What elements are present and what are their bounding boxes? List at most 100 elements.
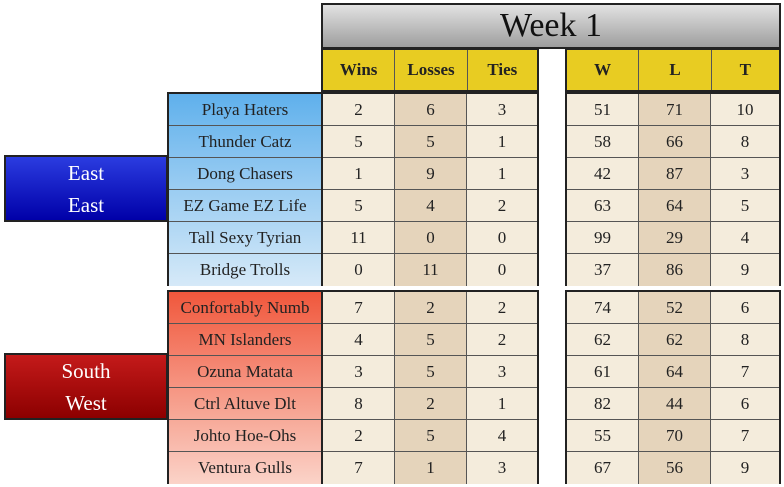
matchup-row: 82 44 6 — [567, 388, 779, 420]
ties-header: Ties — [487, 60, 518, 79]
wins-cell: 5 — [323, 190, 395, 222]
t-cell: 9 — [711, 254, 779, 286]
t-cell: 8 — [711, 324, 779, 356]
t-cell: 10 — [711, 94, 779, 126]
team-name: Thunder Catz — [169, 126, 321, 158]
record-row: 0 11 0 — [323, 254, 537, 286]
l-cell: 29 — [639, 222, 711, 254]
ties-cell: 4 — [467, 420, 537, 452]
wins-cell: 2 — [323, 420, 395, 452]
t-cell: 4 — [711, 222, 779, 254]
division-label-west: South West — [4, 353, 168, 420]
east-record-grid: 2 6 3 5 5 1 1 9 1 5 4 2 11 0 0 0 11 0 — [321, 92, 539, 286]
w-header: W — [567, 50, 640, 90]
matchup-row: 42 87 3 — [567, 158, 779, 190]
matchup-row: 99 29 4 — [567, 222, 779, 254]
l-cell: 66 — [639, 126, 711, 158]
west-team-list: Confortably Numb MN Islanders Ozuna Matata… — [167, 290, 323, 484]
t-cell: 9 — [711, 452, 779, 484]
wins-cell: 4 — [323, 324, 395, 356]
division-label-east: East East — [4, 155, 168, 222]
team-name: Ventura Gulls — [169, 452, 321, 484]
team-name: Dong Chasers — [169, 158, 321, 190]
losses-header: Losses — [395, 50, 468, 90]
wins-cell: 11 — [323, 222, 395, 254]
w-cell: 67 — [567, 452, 639, 484]
l-cell: 70 — [639, 420, 711, 452]
losses-cell: 5 — [395, 356, 467, 388]
division-label-line: East — [67, 160, 105, 185]
wins-cell: 7 — [323, 292, 395, 324]
l-header: L — [639, 50, 712, 90]
team-name: Confortably Numb — [169, 292, 321, 324]
w-cell: 37 — [567, 254, 639, 286]
team-name: Ozuna Matata — [169, 356, 321, 388]
ties-cell: 1 — [467, 126, 537, 158]
l-cell: 86 — [639, 254, 711, 286]
t-cell: 7 — [711, 356, 779, 388]
matchup-row: 74 52 6 — [567, 292, 779, 324]
w-cell: 62 — [567, 324, 639, 356]
losses-cell: 2 — [395, 292, 467, 324]
l-cell: 62 — [639, 324, 711, 356]
wins-cell: 7 — [323, 452, 395, 484]
ties-cell: 0 — [467, 222, 537, 254]
team-name: MN Islanders — [169, 324, 321, 356]
matchup-row: 62 62 8 — [567, 324, 779, 356]
losses-cell: 11 — [395, 254, 467, 286]
ties-cell: 0 — [467, 254, 537, 286]
team-name: EZ Game EZ Life — [169, 190, 321, 222]
w-cell: 82 — [567, 388, 639, 420]
t-cell: 3 — [711, 158, 779, 190]
ties-cell: 3 — [467, 356, 537, 388]
t-cell: 5 — [711, 190, 779, 222]
w-cell: 42 — [567, 158, 639, 190]
team-name: Johto Hoe-Ohs — [169, 420, 321, 452]
l-cell: 64 — [639, 356, 711, 388]
wins-cell: 5 — [323, 126, 395, 158]
matchup-row: 55 70 7 — [567, 420, 779, 452]
ties-cell: 3 — [467, 94, 537, 126]
ties-cell: 2 — [467, 324, 537, 356]
w-cell: 58 — [567, 126, 639, 158]
losses-cell: 6 — [395, 94, 467, 126]
matchup-header: W L T — [565, 48, 781, 92]
losses-cell: 4 — [395, 190, 467, 222]
t-cell: 8 — [711, 126, 779, 158]
team-name: Playa Haters — [169, 94, 321, 126]
w-cell: 63 — [567, 190, 639, 222]
losses-cell: 5 — [395, 324, 467, 356]
record-header: Wins Losses Ties — [321, 48, 539, 92]
week-title: Week 1 — [321, 3, 781, 49]
east-team-list: Playa Haters Thunder Catz Dong Chasers EZ G… — [167, 92, 323, 286]
team-name: Tall Sexy Tyrian — [169, 222, 321, 254]
team-name: Bridge Trolls — [169, 254, 321, 286]
west-matchup-grid: 74 52 6 62 62 8 61 64 7 82 44 6 55 70 7 67 56 9 — [565, 290, 781, 484]
t-cell: 7 — [711, 420, 779, 452]
w-cell: 61 — [567, 356, 639, 388]
w-cell: 51 — [567, 94, 639, 126]
l-cell: 52 — [639, 292, 711, 324]
losses-cell: 0 — [395, 222, 467, 254]
ties-cell: 2 — [467, 190, 537, 222]
l-cell: 44 — [639, 388, 711, 420]
l-cell: 87 — [639, 158, 711, 190]
l-cell: 64 — [639, 190, 711, 222]
division-label-line: South — [61, 358, 111, 383]
matchup-row: 63 64 5 — [567, 190, 779, 222]
division-label-line: East — [67, 192, 105, 217]
losses-cell: 9 — [395, 158, 467, 190]
t-cell: 6 — [711, 388, 779, 420]
wins-cell: 3 — [323, 356, 395, 388]
